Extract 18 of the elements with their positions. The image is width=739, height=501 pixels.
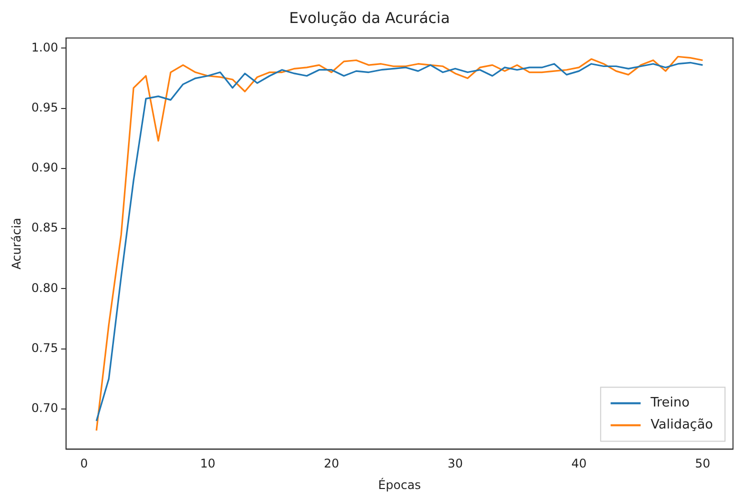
x-tick-label: 20 [324, 456, 340, 471]
y-tick-label: 0.75 [31, 340, 58, 355]
legend-label: Validação [650, 418, 714, 433]
y-tick-label: 0.80 [31, 280, 58, 295]
x-axis-title: Épocas [378, 476, 421, 492]
x-tick-label: 10 [200, 456, 216, 471]
x-tick-label: 0 [80, 456, 88, 471]
y-tick-label: 0.85 [31, 220, 58, 235]
legend-label: Treino [650, 396, 690, 411]
y-axis-title: Acurácia [9, 218, 24, 270]
x-tick-label: 50 [695, 456, 710, 471]
x-tick-label: 30 [448, 456, 463, 471]
chart-title: Evolução da Acurácia [289, 8, 450, 27]
y-tick-label: 0.90 [31, 160, 58, 175]
y-tick-label: 0.95 [31, 100, 58, 114]
y-tick-label: 1.00 [31, 40, 58, 54]
x-tick-label: 40 [571, 456, 587, 471]
y-tick-label: 0.70 [31, 401, 58, 416]
